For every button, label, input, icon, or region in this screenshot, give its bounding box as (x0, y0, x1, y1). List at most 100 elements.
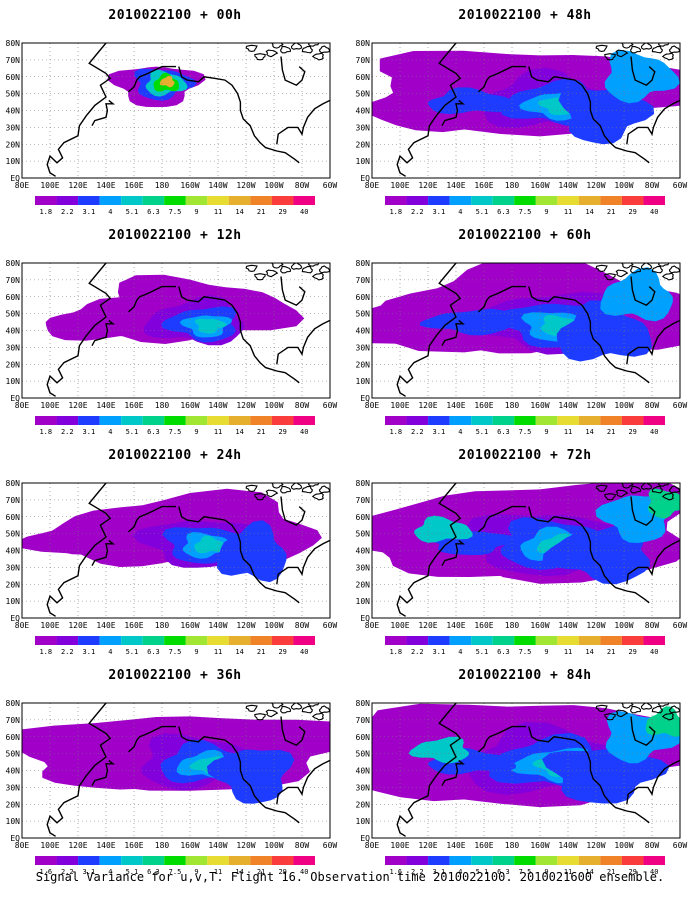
map-panel: 2010022100 + 48h EQ 10N 20N 30N 40N 50N 60N 70N 8… (350, 0, 700, 220)
coastline (528, 726, 650, 824)
island-outline (595, 264, 608, 272)
colorbar-label: 4 (108, 648, 112, 656)
variance-contour (159, 75, 175, 88)
longitude-label: 80W (645, 621, 660, 630)
colorbar-swatch (492, 196, 515, 205)
panel-title: 2010022100 + 00h (108, 8, 242, 23)
coastline (477, 285, 526, 313)
colorbar-label: 2.2 (61, 648, 74, 656)
coastline (280, 716, 306, 747)
longitude-label: 120E (418, 841, 437, 850)
longitude-label: 160W (530, 401, 549, 410)
colorbar-swatch (449, 416, 472, 425)
longitude-label: 120W (236, 401, 255, 410)
colorbar-swatch (250, 856, 272, 865)
colorbar-label: 7.5 (169, 648, 182, 656)
longitude-label: 120E (68, 181, 87, 190)
longitude-label: 140W (558, 181, 577, 190)
island-outline (301, 265, 313, 274)
latitude-label: 20N (356, 140, 371, 149)
island-outline (308, 263, 320, 267)
longitude-label: 100E (40, 841, 59, 850)
longitude-label: 160E (474, 181, 493, 190)
island-outline (661, 492, 674, 501)
coastline (630, 716, 656, 747)
latitude-label: EQ (10, 174, 20, 183)
longitude-label: 140E (446, 841, 465, 850)
colorbar-swatch (99, 416, 122, 425)
colorbar-swatch (207, 856, 229, 865)
colorbar-label: 21 (257, 428, 265, 436)
latitude-label: 70N (356, 716, 371, 725)
latitude-label: EQ (360, 394, 370, 403)
island-outline (668, 265, 680, 274)
colorbar-label: 14 (585, 428, 593, 436)
island-outline (280, 705, 292, 714)
island-outline (280, 45, 292, 54)
colorbar-swatch (35, 416, 57, 425)
island-outline (640, 43, 652, 50)
coastline (441, 759, 465, 787)
island-outline (290, 43, 302, 50)
latitude-label: 40N (6, 547, 21, 556)
longitude-label: 60W (323, 401, 338, 410)
coastline (396, 703, 462, 837)
colorbar-swatch (578, 636, 601, 645)
longitude-label: 100W (264, 841, 283, 850)
colorbar-swatch (35, 856, 57, 865)
colorbar-label: 14 (585, 648, 593, 656)
colorbar-label: 40 (300, 208, 308, 216)
colorbar-swatch (621, 416, 644, 425)
colorbar-label: 5.1 (126, 208, 139, 216)
coastline (396, 43, 462, 177)
island-outline (254, 713, 266, 721)
island-outline (658, 263, 670, 267)
island-outline (661, 712, 674, 721)
latitude-label: 30N (356, 783, 371, 792)
island-outline (245, 484, 258, 492)
variance-contour (194, 535, 226, 554)
variance-contour (428, 87, 515, 115)
colorbar-swatch (514, 636, 536, 645)
colorbar-label: 1.8 (39, 648, 52, 656)
latitude-label: 80N (356, 699, 371, 708)
colorbar-swatch (35, 196, 57, 205)
colorbar-swatch (535, 636, 558, 645)
longitude-label: 100E (40, 181, 59, 190)
longitude-label: 160W (180, 621, 199, 630)
colorbar-swatch (99, 636, 122, 645)
colorbar-label: 29 (278, 868, 286, 876)
variance-contour (647, 488, 680, 519)
longitude-label: 100W (614, 621, 633, 630)
variance-map: EQ 10N 20N 30N 40N 50N 60N 70N 80N 80E 100E 120E 140… (6, 479, 338, 656)
longitude-label: 140E (96, 621, 115, 630)
longitude-label: 60W (323, 181, 338, 190)
latitude-label: 80N (6, 259, 21, 268)
coastline (178, 726, 300, 824)
latitude-label: 70N (356, 496, 371, 505)
island-outline (661, 52, 674, 61)
latitude-label: 50N (6, 530, 21, 539)
longitude-label: 120E (418, 181, 437, 190)
colorbar-label: 5.1 (476, 648, 489, 656)
island-outline (621, 263, 634, 269)
coastline (528, 66, 650, 164)
island-outline (254, 273, 266, 281)
colorbar-label: 21 (607, 868, 615, 876)
colorbar-swatch (385, 196, 407, 205)
colorbar-swatch (449, 636, 472, 645)
island-outline (595, 704, 608, 712)
colorbar-swatch (78, 416, 100, 425)
longitude-label: 80E (15, 841, 30, 850)
longitude-label: 100W (614, 181, 633, 190)
colorbar-label: 7.5 (519, 648, 532, 656)
island-outline (318, 485, 330, 494)
longitude-label: 60W (673, 181, 688, 190)
longitude-label: 120W (586, 401, 605, 410)
panel-title: 2010022100 + 12h (108, 228, 242, 243)
colorbar-label: 9 (194, 428, 198, 436)
latitude-label: 20N (6, 800, 21, 809)
latitude-label: 40N (356, 107, 371, 116)
colorbar-label: 6.3 (147, 868, 160, 876)
latitude-label: 40N (356, 547, 371, 556)
